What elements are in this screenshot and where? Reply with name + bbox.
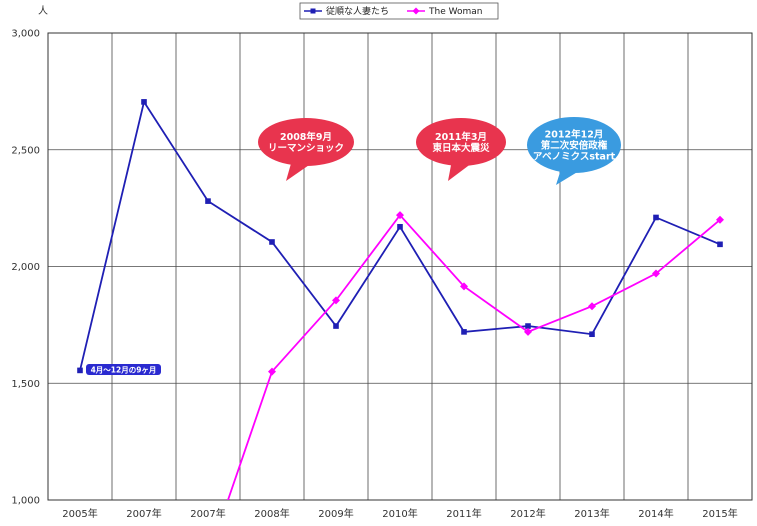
note-label-group: 4月～12月の9ヶ月 — [86, 364, 161, 375]
series-line — [227, 213, 721, 500]
data-point-marker — [141, 99, 147, 105]
y-tick-label: 1,000 — [11, 496, 40, 507]
data-point-marker — [589, 331, 595, 338]
callout-text: 2012年12月 — [545, 129, 604, 141]
legend-swatch-marker — [310, 8, 316, 14]
callout-body — [527, 117, 621, 173]
legend: 従順な人妻たち The Woman — [299, 2, 499, 20]
grid — [47, 32, 753, 501]
x-tick-label: 2005年 — [62, 507, 97, 520]
callout-body — [416, 118, 506, 166]
data-point-marker — [396, 211, 404, 220]
data-point-marker — [460, 282, 468, 291]
callout-body — [258, 118, 354, 166]
data-point-marker — [525, 323, 531, 329]
y-tick-labels: 1,000 1,500 2,000 2,500 3,000 — [11, 29, 40, 507]
callout-text: リーマンショック — [268, 143, 344, 154]
y-axis-label: 人 — [38, 5, 48, 17]
y-tick-label: 2,000 — [11, 262, 40, 273]
x-tick-label: 2007年 — [190, 507, 225, 520]
y-tick-label: 2,500 — [11, 145, 40, 156]
data-point-marker — [397, 224, 403, 230]
y-tick-label: 1,500 — [11, 379, 40, 390]
data-point-marker — [205, 198, 211, 204]
x-tick-label: 2007年 — [126, 507, 161, 520]
data-point-marker — [461, 329, 467, 335]
y-tick-label: 3,000 — [11, 29, 40, 40]
axes — [47, 32, 753, 501]
data-point-marker — [332, 296, 340, 305]
data-point-marker — [77, 367, 83, 374]
callout-text: 東日本大震災 — [431, 142, 490, 154]
x-tick-labels: 2005年 2007年 2007年 2008年 2009年 2010年 2011年 2012年… — [62, 507, 737, 520]
legend-box — [299, 2, 499, 20]
x-tick-label: 2011年 — [446, 507, 481, 520]
note-label-text: 4月～12月の9ヶ月 — [91, 365, 157, 374]
x-tick-label: 2014年 — [638, 507, 673, 520]
callout-text: 2011年3月 — [435, 131, 487, 143]
legend-swatch-marker — [412, 7, 420, 15]
callout-text: 第二次安倍政権 — [541, 140, 608, 152]
callout-text: 2008年9月 — [280, 131, 332, 143]
legend-label: The Woman — [428, 7, 482, 17]
data-point-marker — [716, 215, 724, 224]
data-point-marker — [588, 302, 596, 311]
x-tick-label: 2012年 — [510, 507, 545, 520]
plot-frame — [47, 32, 753, 501]
x-tick-label: 2013年 — [574, 507, 609, 520]
x-tick-label: 2009年 — [318, 507, 353, 520]
data-point-marker — [653, 214, 659, 221]
legend-label: 従順な人妻たち — [326, 5, 389, 17]
data-point-marker — [717, 241, 723, 248]
x-tick-label: 2015年 — [702, 507, 737, 520]
series-markers — [77, 99, 724, 376]
data-point-marker — [333, 323, 339, 329]
data-point-marker — [652, 269, 660, 278]
note-label-bg — [86, 364, 161, 375]
data-point-marker — [269, 239, 275, 245]
x-tick-label: 2010年 — [382, 507, 417, 520]
callout-text: アベノミクスstart — [533, 152, 616, 163]
x-tick-label: 2008年 — [254, 507, 289, 520]
data-point-marker — [268, 367, 276, 376]
data-point-marker — [524, 327, 532, 336]
